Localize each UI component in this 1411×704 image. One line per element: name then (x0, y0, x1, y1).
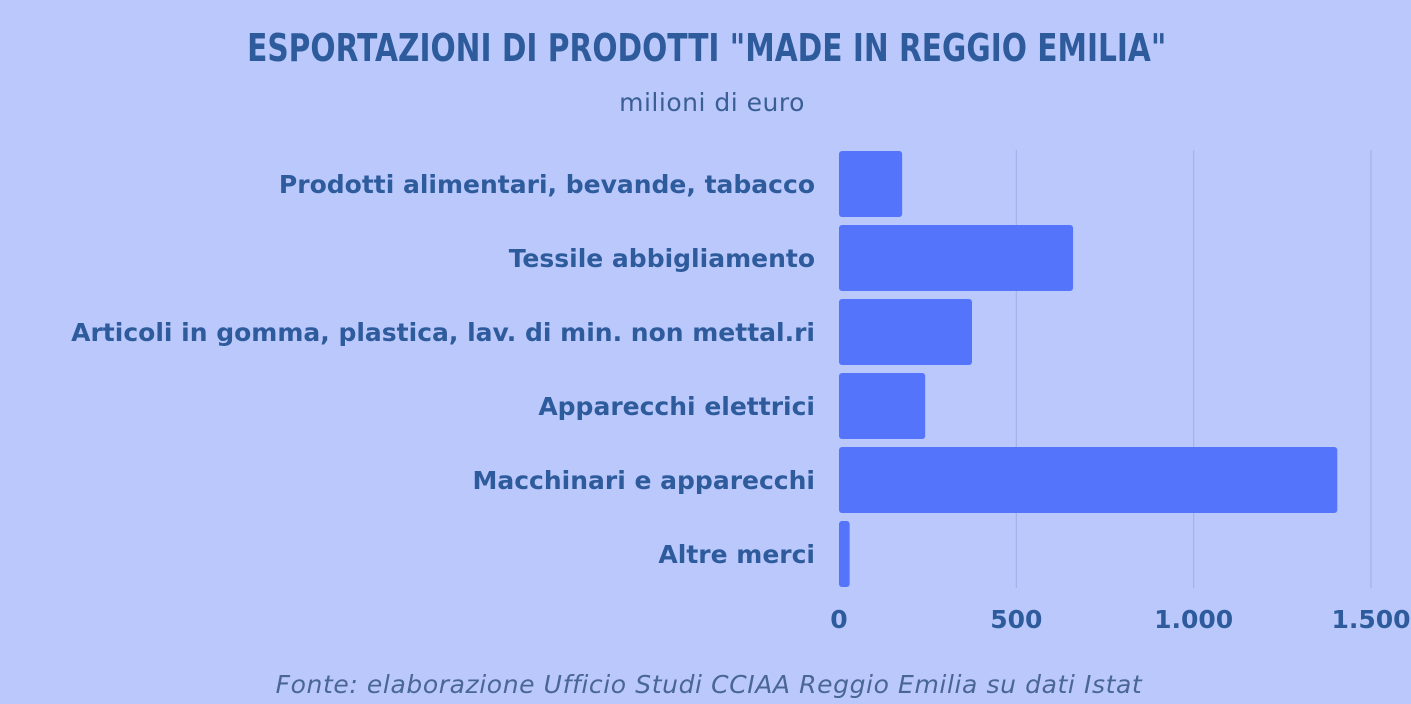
bar (839, 521, 850, 587)
chart-subtitle: milioni di euro (619, 88, 805, 117)
x-tick-label: 1.000 (1154, 605, 1233, 634)
x-tick-label: 500 (990, 605, 1042, 634)
bar (839, 373, 926, 439)
bar (839, 151, 903, 217)
category-label: Altre merci (658, 540, 815, 569)
bar (839, 299, 972, 365)
category-label: Prodotti alimentari, bevande, tabacco (279, 170, 815, 199)
x-tick-label: 1.500 (1331, 605, 1410, 634)
x-tick-labels: 0 500 1.000 1.500 (830, 605, 1410, 634)
category-label: Macchinari e apparecchi (472, 466, 815, 495)
category-label: Tessile abbigliamento (509, 244, 815, 273)
chart-title: ESPORTAZIONI DI PRODOTTI "MADE IN REGGIO… (247, 26, 1167, 70)
bar (839, 447, 1338, 513)
bars (839, 151, 1338, 587)
category-label: Articoli in gomma, plastica, lav. di min… (71, 318, 815, 347)
x-tick-label: 0 (830, 605, 847, 634)
category-label: Apparecchi elettrici (538, 392, 815, 421)
bar (839, 225, 1074, 291)
gridlines (1015, 150, 1372, 588)
category-labels: Prodotti alimentari, bevande, tabacco Tes… (71, 170, 815, 569)
source-note: Fonte: elaborazione Ufficio Studi CCIAA … (275, 670, 1143, 699)
